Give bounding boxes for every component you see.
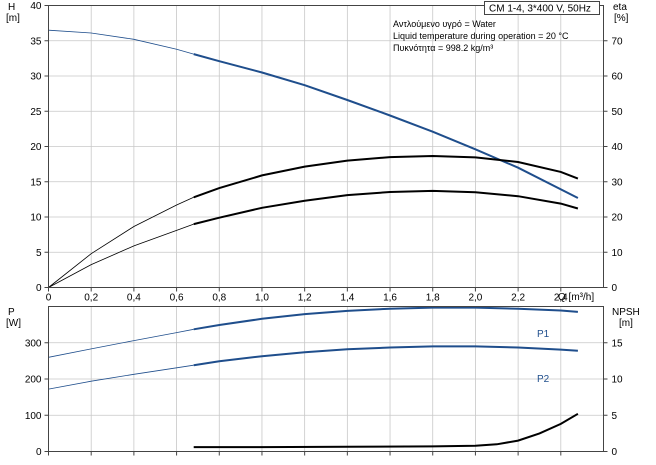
bottom-right-tick-label: 15 [612, 338, 624, 349]
top-right-tick-label: 10 [612, 248, 624, 259]
bottom-chart-curves [48, 306, 579, 449]
p2-curve-extension [48, 364, 194, 390]
x-tick-label: 2,0 [468, 293, 482, 304]
bottom-right-axis-unit: [m] [619, 318, 633, 329]
bottom-right-axis-symbol: NPSH [612, 307, 640, 318]
top-right-tick-label: 0 [612, 283, 618, 294]
bottom-series-2-curve [193, 412, 579, 449]
top-left-tick-label: 25 [30, 107, 42, 118]
bottom-left-tick-label: 0 [36, 447, 42, 458]
top-series-0-curve-extension [48, 29, 194, 55]
x-tick-label: 0,4 [127, 293, 141, 304]
x-tick-label: 1,6 [383, 293, 397, 304]
x-axis-label: Q [m³/h] [558, 292, 594, 303]
top-right-tick-label: 40 [612, 142, 624, 153]
top-left-tick-label: 20 [30, 142, 42, 153]
top-chart-ticks: 0 5 10 15 20 25 30 35 40 0 10 20 30 40 50 60 70 0 0,2 0,4 0,… [30, 1, 623, 304]
top-left-axis-unit: [m] [6, 13, 20, 24]
bottom-left-axis-symbol: P [8, 307, 15, 318]
bottom-right-tick-label: 10 [612, 375, 624, 386]
top-series-0-curve [193, 53, 579, 199]
top-right-tick-label: 20 [612, 213, 624, 224]
top-left-tick-label: 15 [30, 177, 42, 188]
bottom-left-tick-label: 300 [25, 338, 42, 349]
info-line-liquid: Αντλούμενο υγρό = Water [393, 19, 496, 29]
x-tick-label: 1,2 [298, 293, 312, 304]
x-tick-label: 2,2 [511, 293, 525, 304]
top-right-tick-label: 60 [612, 72, 624, 83]
top-chart-grid [48, 5, 604, 288]
top-left-tick-label: 30 [30, 72, 42, 83]
bottom-chart-grid [48, 306, 604, 452]
top-right-tick-label: 70 [612, 36, 624, 47]
bottom-left-axis-unit: [W] [6, 318, 21, 329]
top-right-axis-unit: [%] [614, 13, 629, 24]
x-tick-label: 0,8 [212, 293, 226, 304]
top-series-2-curve [193, 189, 579, 226]
info-line-temperature: Liquid temperature during operation = 20… [393, 31, 569, 41]
top-right-axis-symbol: eta [613, 2, 627, 13]
bottom-chart-ticks: 0 100 200 300 0 5 10 15 [25, 338, 623, 458]
p1-curve-extension [48, 328, 194, 358]
x-tick-label: 2,4 [554, 293, 568, 304]
chart-title-box: CM 1-4, 3*400 V, 50Hz [484, 1, 600, 15]
top-right-tick-label: 50 [612, 107, 624, 118]
x-tick-label: 1,4 [340, 293, 354, 304]
top-series-2-curve-extension [48, 223, 194, 288]
top-left-tick-label: 35 [30, 36, 42, 47]
info-line-density: Πυκνότητα = 998.2 kg/m³ [393, 43, 493, 53]
series-label-p2: P2 [537, 374, 550, 385]
x-tick-label: 1,8 [426, 293, 440, 304]
top-left-tick-label: 40 [30, 1, 42, 12]
top-chart-curves [48, 29, 579, 288]
x-tick-label: 0 [46, 293, 52, 304]
bottom-right-tick-label: 0 [612, 447, 618, 458]
chart-title: CM 1-4, 3*400 V, 50Hz [489, 4, 591, 15]
p2-curve [193, 345, 578, 367]
top-left-tick-label: 0 [36, 283, 42, 294]
top-series-1-curve [193, 154, 579, 199]
top-right-tick-label: 30 [612, 177, 624, 188]
series-label-p1: P1 [537, 329, 550, 340]
top-left-tick-label: 5 [36, 248, 42, 259]
top-left-axis-symbol: H [8, 2, 15, 13]
x-tick-label: 1,0 [255, 293, 269, 304]
bottom-left-tick-label: 200 [25, 375, 42, 386]
p1-curve [193, 306, 578, 331]
bottom-right-tick-label: 5 [612, 411, 618, 422]
top-left-tick-label: 10 [30, 213, 42, 224]
x-tick-label: 0,2 [84, 293, 98, 304]
bottom-left-tick-label: 100 [25, 411, 42, 422]
x-tick-label: 0,6 [170, 293, 184, 304]
top-series-1-curve-extension [48, 196, 194, 288]
